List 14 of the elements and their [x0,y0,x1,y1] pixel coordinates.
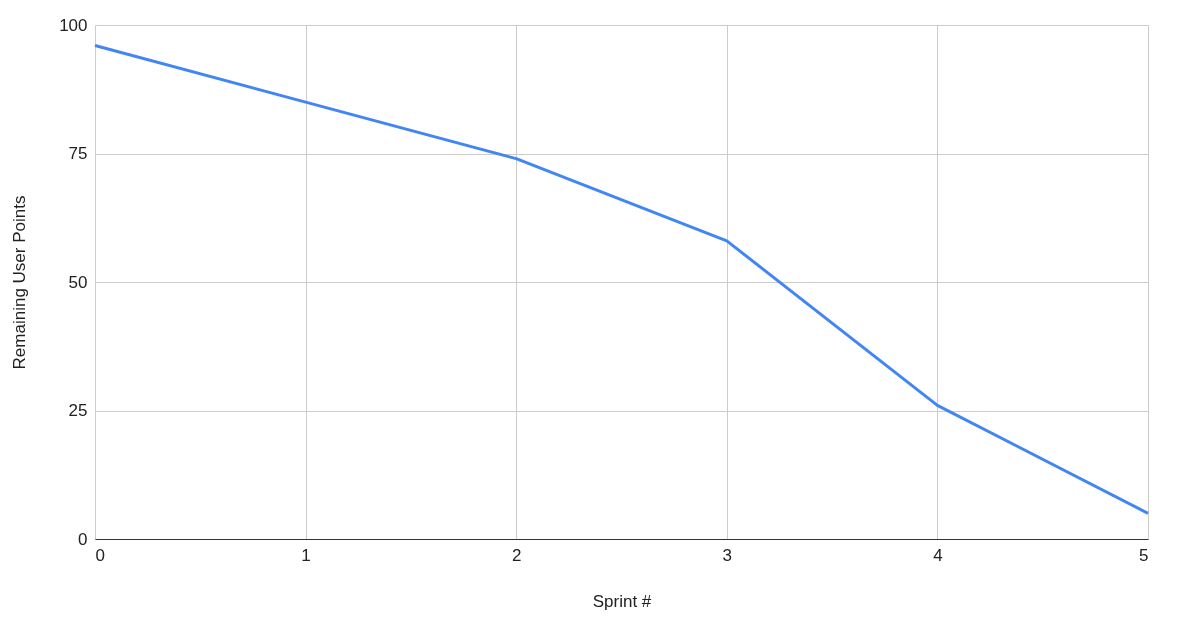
line-series [93,44,1150,515]
y-tick-label: 50 [68,272,88,292]
y-axis-title: Remaining User Points [10,195,30,370]
x-tick-label: 3 [722,545,733,565]
x-tick-label: 5 [1139,545,1149,565]
y-tick-label: 75 [68,144,88,163]
x-tick-label: 1 [301,545,311,565]
x-tick-label: 2 [511,545,522,565]
y-tick-label: 0 [78,529,88,549]
x-tick-label: 4 [933,545,943,565]
y-tick-label: 25 [68,401,88,420]
x-tick-label: 0 [95,545,105,565]
x-axis-title: Sprint # [592,591,652,611]
y-tick-label: 100 [59,15,88,35]
